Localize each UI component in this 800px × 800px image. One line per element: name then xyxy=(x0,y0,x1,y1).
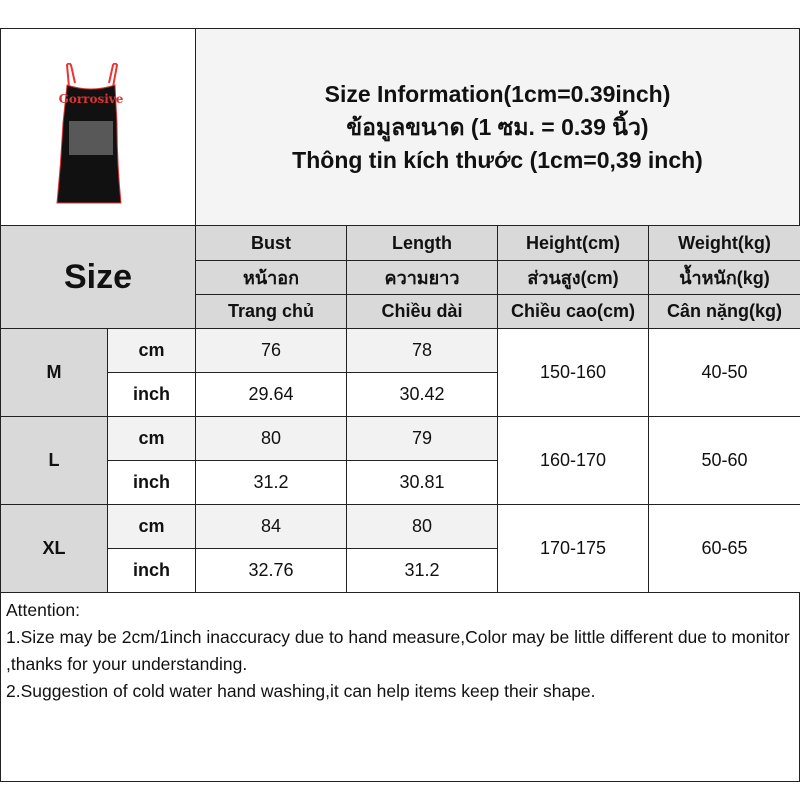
value-cm: 76 xyxy=(195,328,347,373)
column-header-th: ความยาว xyxy=(346,260,498,295)
svg-text:Gorrosive: Gorrosive xyxy=(59,92,124,106)
column-header-en: Bust xyxy=(195,225,347,261)
unit-cm: cm xyxy=(107,328,196,373)
value-cm: 80 xyxy=(195,416,347,461)
dress-image: Gorrosive xyxy=(56,63,124,204)
value-inch: 30.81 xyxy=(346,460,498,505)
unit-inch: inch xyxy=(107,548,196,593)
value-cm: 80 xyxy=(346,504,498,549)
title-thai: ข้อมูลขนาด (1 ซม. = 0.39 นิ้ว) xyxy=(346,113,649,140)
unit-inch: inch xyxy=(107,460,196,505)
weight-range: 60-65 xyxy=(648,504,800,593)
height-range: 170-175 xyxy=(497,504,649,593)
weight-range: 40-50 xyxy=(648,328,800,417)
column-header-th: ส่วนสูง(cm) xyxy=(497,260,649,295)
note-1: 1.Size may be 2cm/1inch inaccuracy due t… xyxy=(6,627,790,674)
value-cm: 79 xyxy=(346,416,498,461)
weight-range: 50-60 xyxy=(648,416,800,505)
column-header-vi: Cân nặng(kg) xyxy=(648,294,800,329)
column-header-th: น้ำหนัก(kg) xyxy=(648,260,800,295)
column-header-th: หน้าอก xyxy=(195,260,347,295)
value-cm: 78 xyxy=(346,328,498,373)
title-english: Size Information(1cm=0.39inch) xyxy=(324,80,671,107)
value-inch: 30.42 xyxy=(346,372,498,417)
title-vietnamese: Thông tin kích thước (1cm=0,39 inch) xyxy=(292,146,703,173)
notes: Attention: 1.Size may be 2cm/1inch inacc… xyxy=(0,592,800,782)
note-heading: Attention: xyxy=(6,600,80,620)
value-inch: 31.2 xyxy=(195,460,347,505)
height-range: 150-160 xyxy=(497,328,649,417)
size-label: L xyxy=(0,416,108,505)
size-info-title: Size Information(1cm=0.39inch) ข้อมูลขนา… xyxy=(195,28,800,226)
unit-inch: inch xyxy=(107,372,196,417)
column-header-en: Length xyxy=(346,225,498,261)
size-label: XL xyxy=(0,504,108,593)
unit-cm: cm xyxy=(107,416,196,461)
column-header-vi: Chiều dài xyxy=(346,294,498,329)
column-header-vi: Chiều cao(cm) xyxy=(497,294,649,329)
value-inch: 29.64 xyxy=(195,372,347,417)
size-header: Size xyxy=(0,225,196,329)
column-header-vi: Trang chủ xyxy=(195,294,347,329)
value-cm: 84 xyxy=(195,504,347,549)
height-range: 160-170 xyxy=(497,416,649,505)
value-inch: 32.76 xyxy=(195,548,347,593)
size-label: M xyxy=(0,328,108,417)
product-image-cell: Gorrosive xyxy=(0,28,196,226)
column-header-en: Height(cm) xyxy=(497,225,649,261)
column-header-en: Weight(kg) xyxy=(648,225,800,261)
value-inch: 31.2 xyxy=(346,548,498,593)
note-2: 2.Suggestion of cold water hand washing,… xyxy=(6,681,596,701)
unit-cm: cm xyxy=(107,504,196,549)
